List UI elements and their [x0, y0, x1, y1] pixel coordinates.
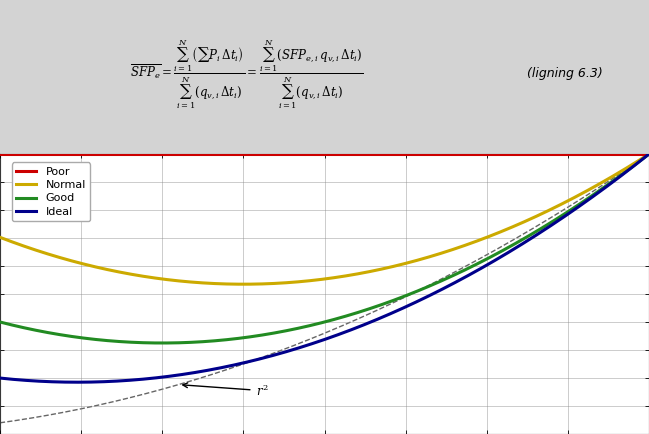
Text: (ligning 6.3): (ligning 6.3): [527, 67, 602, 80]
Text: $r^2$: $r^2$: [183, 383, 268, 398]
Text: $\overline{SFP_e} = \dfrac{\sum_{i=1}^{N}\left(\sum P_i\,\Delta t_i\right)}{\sum: $\overline{SFP_e} = \dfrac{\sum_{i=1}^{N…: [130, 36, 363, 111]
Legend: Poor, Normal, Good, Ideal: Poor, Normal, Good, Ideal: [12, 162, 90, 221]
